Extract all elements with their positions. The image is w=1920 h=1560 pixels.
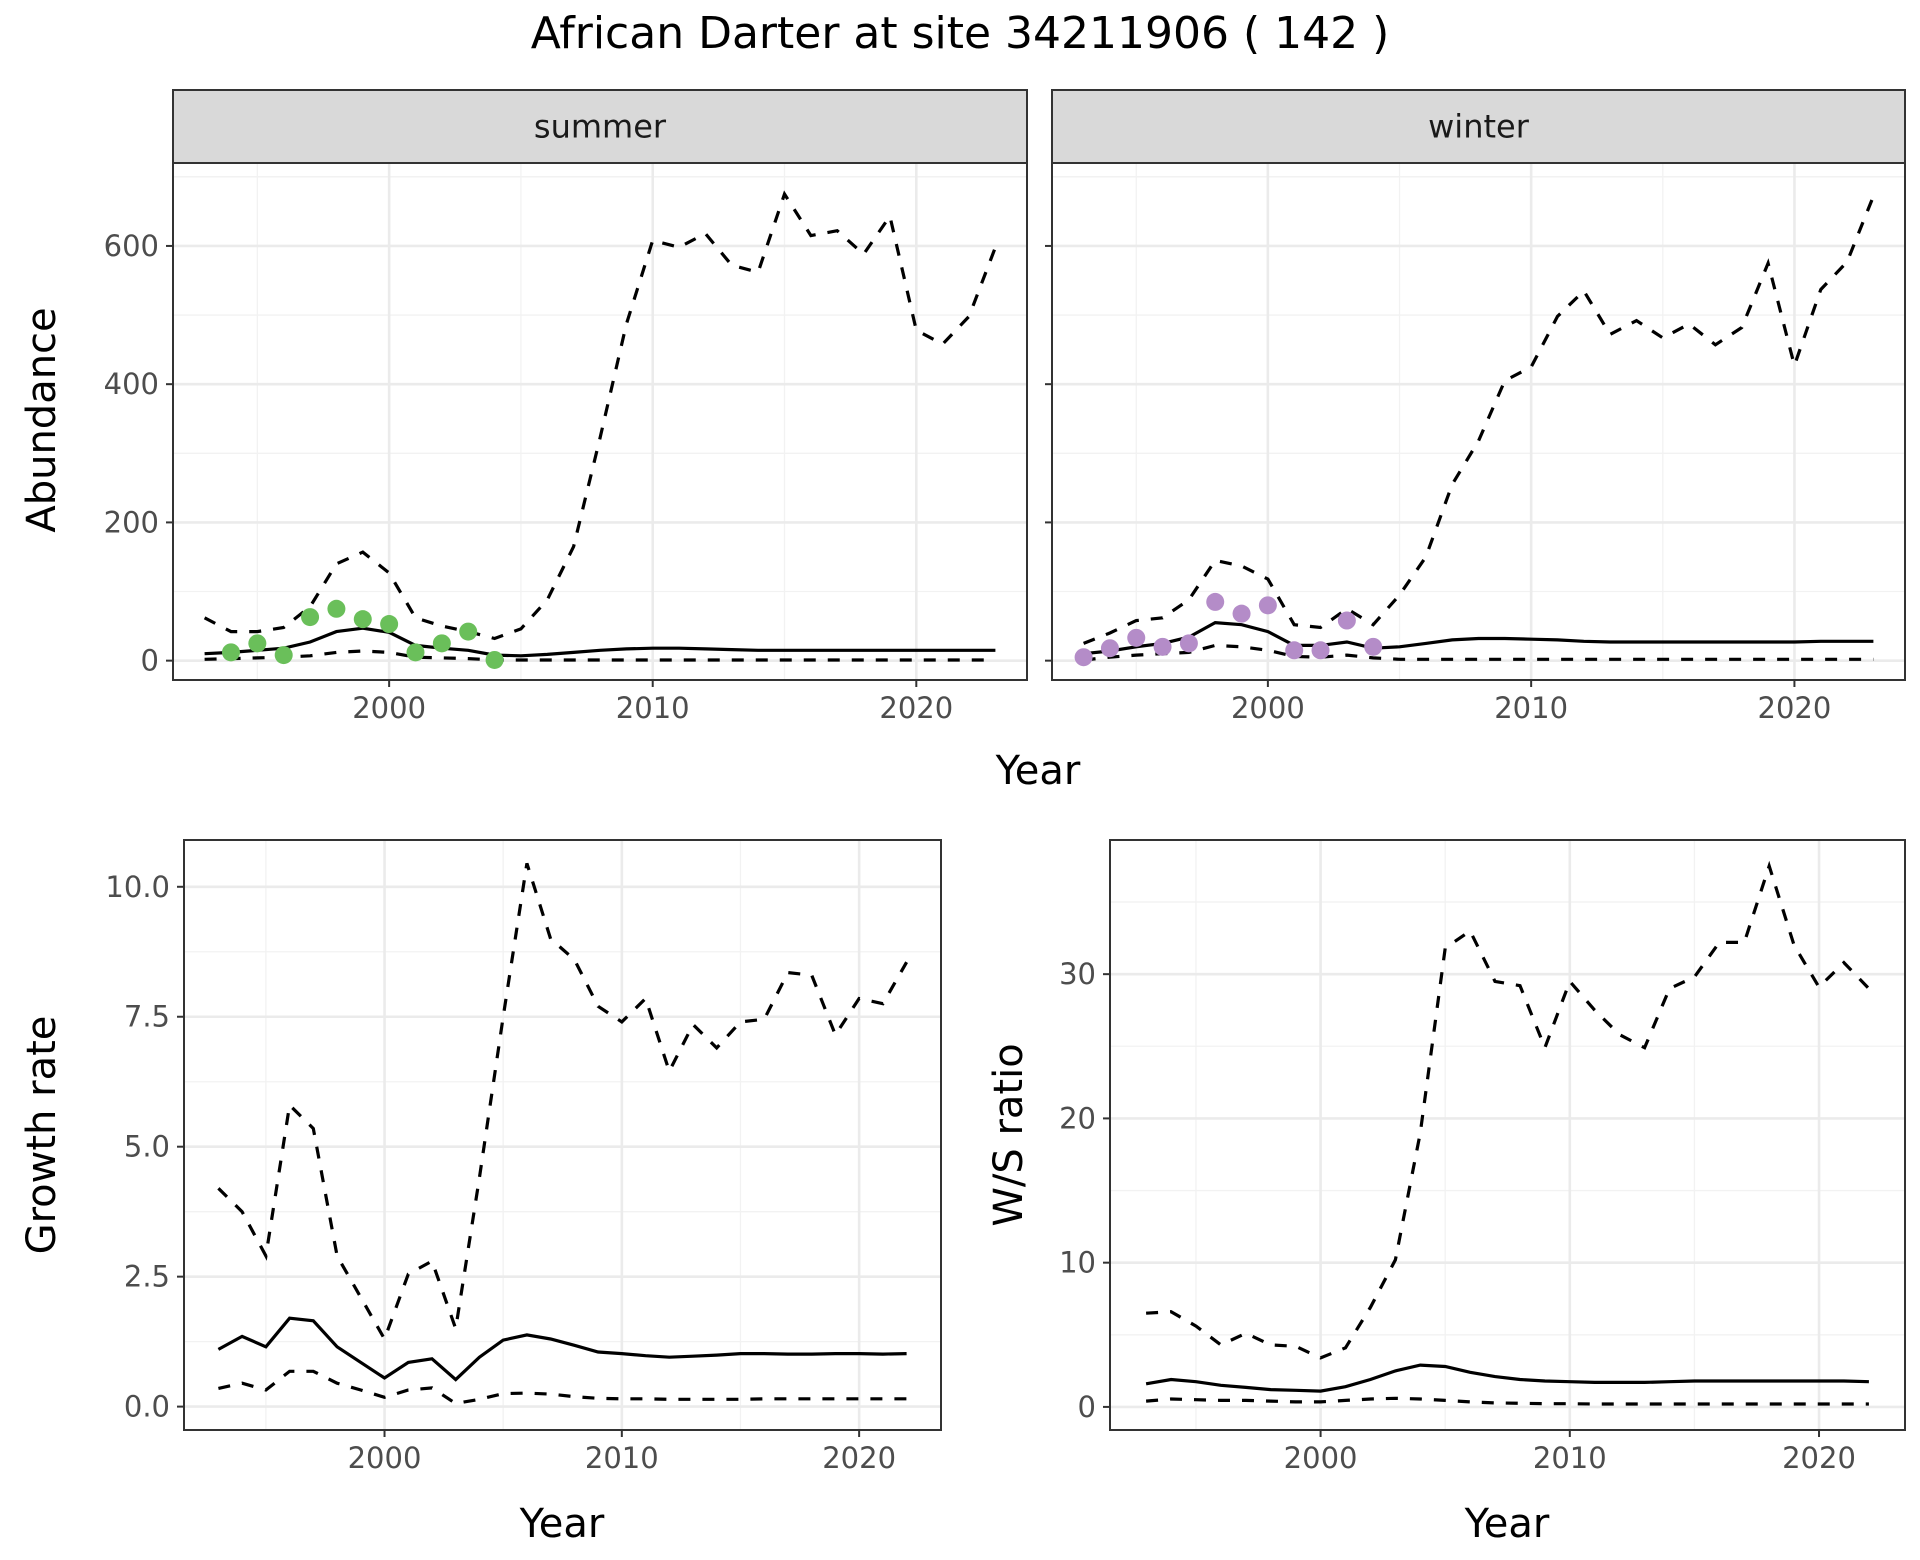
- observation-point: [1337, 611, 1356, 630]
- y-tick-label: 200: [104, 505, 159, 539]
- x-tick-label: 2020: [879, 691, 953, 725]
- observation-point: [248, 634, 267, 653]
- observation-point: [353, 610, 372, 629]
- y-tick-label: 600: [104, 229, 159, 263]
- x-axis-title: Year: [1464, 1501, 1550, 1547]
- lower-bound-line: [204, 649, 996, 662]
- observation-point: [459, 622, 478, 641]
- panel-border: [183, 839, 942, 1431]
- observation-point: [1100, 639, 1119, 658]
- x-tick-label: 2000: [348, 1441, 422, 1475]
- observation-point: [221, 643, 240, 662]
- y-tick-label: 10.0: [105, 870, 170, 904]
- x-tick-label: 2010: [1494, 691, 1568, 725]
- x-tick-label: 2020: [1758, 691, 1832, 725]
- observation-point: [1179, 634, 1198, 653]
- observation-point: [1153, 637, 1172, 656]
- y-axis-title: Growth rate: [19, 1016, 65, 1255]
- facet-strip: [172, 89, 1028, 164]
- ws-ratio-panel: 2000 2010 2020 0 10 20 30 Year W/S ratio: [986, 839, 1906, 1547]
- x-tick-label: 2000: [1231, 691, 1305, 725]
- observation-point: [327, 599, 346, 618]
- upper-bound-line: [203, 190, 997, 641]
- chart-title: African Darter at site 34211906 ( 142 ): [531, 8, 1390, 59]
- observation-point: [1364, 637, 1383, 656]
- panel-border: [1109, 839, 1906, 1431]
- winter-abundance-panel: winter 2000 2010 2020: [1045, 89, 1906, 725]
- x-tick-label: 2020: [822, 1441, 896, 1475]
- y-tick-label: 10: [1059, 1246, 1096, 1280]
- y-tick-label: 7.5: [124, 1000, 170, 1034]
- x-axis-title: Year: [519, 1501, 605, 1547]
- lower-bound-line: [218, 1369, 907, 1406]
- observation-point: [1127, 628, 1146, 647]
- abundance-x-axis-title: Year: [995, 748, 1081, 794]
- observation-point: [406, 643, 425, 662]
- y-tick-label: 2.5: [124, 1260, 170, 1294]
- y-tick-label: 5.0: [124, 1130, 170, 1164]
- observation-point: [1232, 604, 1251, 623]
- observation-point: [1258, 596, 1277, 615]
- mean-line: [204, 626, 996, 658]
- observation-point: [274, 646, 293, 665]
- y-tick-label: 0.0: [124, 1390, 170, 1424]
- observation-point: [1074, 648, 1093, 667]
- observation-point: [301, 608, 320, 627]
- y-tick-label: 30: [1059, 957, 1096, 991]
- observation-point: [1311, 641, 1330, 660]
- upper-bound-line: [217, 862, 908, 1343]
- x-tick-label: 2000: [1284, 1441, 1358, 1475]
- y-tick-label: 0: [1078, 1390, 1096, 1424]
- lower-bound-line: [1145, 1396, 1869, 1406]
- facet-label: summer: [534, 108, 667, 146]
- growth-rate-panel: 2000 2010 2020 0.0 2.5 5.0 7.5 10.0 Year Growth r…: [19, 839, 942, 1547]
- panel-border: [172, 162, 1028, 681]
- y-tick-label: 20: [1059, 1101, 1096, 1135]
- observation-point: [485, 650, 504, 669]
- grid: [173, 163, 1027, 680]
- summer-abundance-panel: summer 2000 2010 2020 0 200 400 600: [104, 89, 1028, 725]
- panel-border: [1051, 162, 1906, 681]
- mean-line: [1083, 620, 1874, 656]
- x-tick-label: 2020: [1782, 1441, 1856, 1475]
- x-tick-label: 2010: [585, 1441, 659, 1475]
- observation-point: [1206, 592, 1225, 611]
- y-axis-title: W/S ratio: [986, 1043, 1032, 1226]
- abundance-y-axis-title: Abundance: [19, 307, 65, 532]
- mean-line: [1145, 1363, 1869, 1393]
- lower-bound-line: [1083, 643, 1874, 662]
- upper-bound-line: [1146, 860, 1871, 1360]
- grid: [1052, 163, 1905, 680]
- y-tick-label: 0: [141, 644, 159, 678]
- observation-point: [432, 634, 451, 653]
- x-tick-label: 2010: [1533, 1441, 1607, 1475]
- upper-bound-line: [1083, 195, 1875, 645]
- x-tick-label: 2010: [616, 691, 690, 725]
- x-tick-label: 2000: [352, 691, 426, 725]
- observation-point: [380, 615, 399, 634]
- mean-line: [217, 1316, 907, 1382]
- facet-label: winter: [1428, 108, 1530, 146]
- y-tick-label: 400: [104, 367, 159, 401]
- grid: [1110, 840, 1905, 1430]
- observation-point: [1285, 641, 1304, 660]
